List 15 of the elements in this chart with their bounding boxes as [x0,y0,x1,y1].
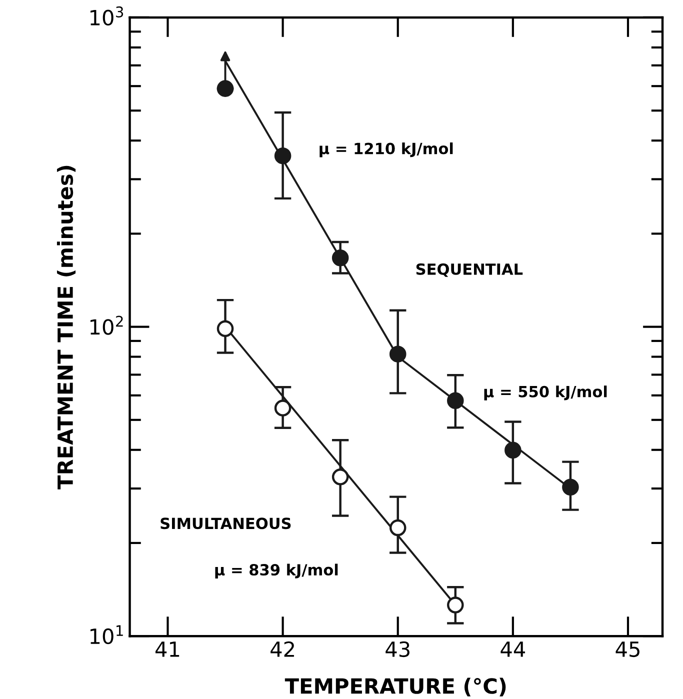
annotation: SIMULTANEOUS [160,518,291,530]
x-tick-label: 42 [270,641,294,657]
x-tick-label: 44 [500,642,526,657]
y-tick-label: 10$^{1}$ [90,625,123,644]
x-axis-title: TEMPERATURE (°C) [284,678,506,696]
x-tick-label: 45 [616,642,640,658]
y-axis-title: TREATMENT TIME (minutes) [56,166,76,490]
annotation: μ = 839 kJ/mol [215,564,338,579]
x-tick-label: 41 [156,642,180,657]
annotation: μ = 1210 kJ/mol [320,142,453,158]
y-tick-label: 10$^{3}$ [90,6,124,26]
y-tick-label: 10$^{2}$ [90,316,123,335]
x-tick-label: 43 [386,641,410,658]
annotation: SEQUENTIAL [416,263,523,277]
annotation: μ = 550 kJ/mol [484,386,607,400]
